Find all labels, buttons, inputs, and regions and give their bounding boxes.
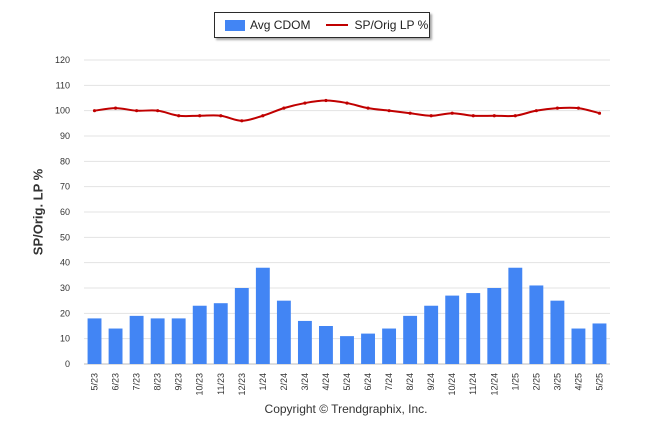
bar [550, 300, 565, 364]
bar [276, 300, 291, 364]
line-point [261, 114, 265, 118]
x-tick-label: 6/23 [111, 373, 121, 391]
bar [445, 295, 460, 364]
x-tick-label: 8/23 [153, 373, 163, 391]
x-tick-label: 1/24 [258, 373, 268, 391]
line-point [92, 109, 97, 113]
bar [87, 318, 102, 364]
y-tick-label: 100 [55, 106, 70, 116]
bar [592, 323, 607, 364]
x-tick-label: 11/24 [468, 373, 478, 395]
legend-label-sp-orig-lp: SP/Orig LP % [354, 18, 429, 32]
bar [487, 288, 502, 364]
line-point [597, 111, 602, 115]
bar [297, 320, 312, 364]
legend-label-avg-cdom: Avg CDOM [250, 18, 311, 32]
bar [192, 305, 207, 364]
y-tick-label: 50 [60, 232, 70, 242]
x-tick-label: 12/23 [237, 373, 247, 396]
line-point [282, 106, 286, 110]
x-tick-label: 8/24 [405, 373, 415, 391]
line-point [576, 106, 581, 110]
bar [340, 336, 354, 364]
x-tick-label: 5/25 [594, 373, 604, 391]
y-tick-label: 60 [60, 207, 70, 217]
x-tick-label: 10/23 [195, 373, 205, 396]
bar [213, 303, 228, 364]
line-point [240, 119, 244, 123]
x-tick-label: 3/24 [300, 373, 310, 391]
bar [129, 315, 144, 364]
x-tick-label: 10/24 [447, 373, 457, 396]
x-tick-label: 9/23 [174, 373, 184, 391]
x-tick-label: 7/23 [132, 373, 142, 391]
x-tick-label: 9/24 [426, 373, 436, 391]
x-tick-label: 4/25 [573, 373, 583, 391]
y-tick-label: 70 [60, 182, 70, 192]
x-tick-label: 12/24 [489, 373, 499, 396]
legend-swatch-avg-cdom [225, 19, 245, 31]
y-tick-label: 120 [55, 55, 70, 65]
bar [171, 318, 186, 364]
bar [466, 293, 481, 364]
x-tick-label: 4/24 [321, 373, 331, 391]
line-point [303, 101, 307, 105]
bar [255, 267, 270, 364]
line-point [156, 109, 160, 113]
y-tick-label: 80 [60, 156, 70, 166]
line-point [135, 109, 139, 113]
bar [403, 315, 418, 364]
bar [382, 328, 397, 364]
y-tick-label: 110 [56, 80, 70, 90]
line-point [408, 111, 412, 115]
bar [319, 326, 333, 364]
bar [571, 328, 586, 364]
line-point [555, 106, 560, 110]
line-point [471, 114, 475, 118]
line-point [219, 114, 223, 118]
bar [234, 288, 249, 364]
bar [150, 318, 165, 364]
line-point [513, 114, 517, 118]
bar [529, 285, 544, 364]
line-point [345, 101, 349, 105]
y-tick-label: 30 [60, 283, 70, 293]
line-point [534, 109, 538, 113]
line-point [387, 109, 391, 113]
bar [508, 267, 523, 364]
x-tick-label: 2/25 [531, 373, 541, 391]
y-tick-label: 90 [60, 131, 70, 141]
x-tick-label: 5/23 [90, 373, 100, 391]
legend: Avg CDOM SP/Orig LP % [214, 12, 430, 38]
line-point [324, 98, 328, 103]
legend-swatch-sp-orig-lp [326, 24, 349, 26]
x-tick-label: 1/25 [510, 373, 520, 391]
bar [108, 328, 123, 364]
x-tick-label: 11/23 [216, 373, 226, 395]
bar [424, 305, 439, 364]
line-point [429, 114, 433, 118]
legend-item-sp-orig-lp: SP/Orig LP % [310, 18, 428, 32]
y-axis-label: SP/Orig. LP % [30, 168, 46, 256]
legend-item-avg-cdom: Avg CDOM [215, 18, 310, 32]
x-tick-label: 2/24 [279, 373, 289, 391]
line-point [113, 106, 118, 110]
x-tick-label: 6/24 [363, 373, 373, 391]
line-point [366, 106, 370, 110]
line-point [198, 114, 202, 118]
y-tick-label: 0 [65, 359, 70, 369]
line-point [450, 111, 454, 115]
x-tick-label: 3/25 [552, 373, 562, 391]
bar [361, 333, 375, 364]
y-tick-label: 10 [60, 334, 70, 344]
copyright-footer: Copyright © Trendgraphix, Inc. [264, 402, 428, 416]
x-tick-label: 7/24 [384, 373, 394, 391]
x-tick-label: 5/24 [342, 373, 352, 391]
line-point [177, 114, 181, 118]
y-tick-label: 20 [60, 308, 70, 318]
line-point [492, 114, 496, 118]
y-tick-label: 40 [60, 258, 70, 268]
